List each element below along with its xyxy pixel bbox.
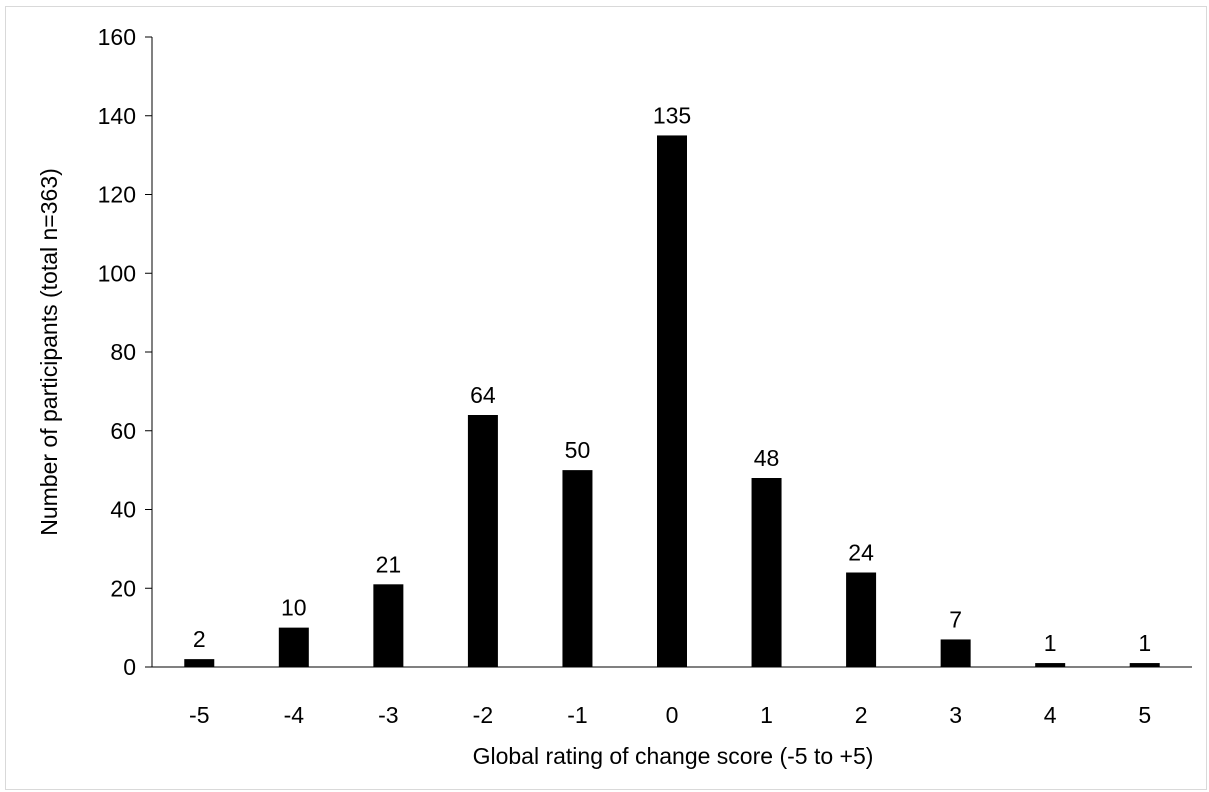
x-tick-label-5: 5: [1138, 702, 1151, 728]
data-label-2: 24: [848, 540, 874, 566]
bar-0: [657, 135, 687, 667]
x-tick-label-1: 1: [760, 702, 773, 728]
bar--3: [373, 584, 404, 667]
data-label--1: 50: [565, 437, 591, 463]
x-tick-label-3: 3: [949, 702, 962, 728]
y-tick-label: 80: [110, 339, 136, 365]
x-axis: -5 -4 -3 -2 -1 0 1 2 3 4 5: [152, 666, 1192, 728]
bar-4: [1035, 663, 1066, 667]
x-tick-label--5: -5: [189, 702, 209, 728]
x-tick-label--3: -3: [378, 702, 398, 728]
data-label--5: 2: [193, 626, 206, 652]
bars: [184, 135, 1160, 667]
data-label--4: 10: [281, 595, 307, 621]
x-tick-label--2: -2: [473, 702, 493, 728]
data-label-3: 7: [949, 606, 962, 632]
data-label-4: 1: [1044, 630, 1057, 656]
data-label-5: 1: [1138, 630, 1151, 656]
data-label-1: 48: [754, 445, 780, 471]
y-tick-label: 60: [110, 418, 136, 444]
y-tick-label: 40: [110, 497, 136, 523]
bar-5: [1129, 663, 1160, 667]
y-tick-label: 100: [98, 260, 136, 286]
y-axis: 0 20 40 60 80 100 120 140 160: [98, 24, 153, 680]
y-tick-label: 0: [123, 654, 136, 680]
y-tick-label: 140: [98, 103, 136, 129]
bar-1: [751, 478, 782, 667]
data-label--2: 64: [470, 382, 496, 408]
y-axis-title: Number of participants (total n=363): [36, 168, 62, 536]
x-tick-label-4: 4: [1044, 702, 1057, 728]
data-labels: 2 10 21 64 50 135 48 24 7 1 1: [193, 102, 1151, 656]
bar-3: [940, 639, 971, 667]
x-tick-label--1: -1: [567, 702, 587, 728]
bar-2: [846, 572, 877, 667]
bar--4: [278, 627, 309, 667]
data-label--3: 21: [376, 551, 402, 577]
data-label-0: 135: [653, 102, 691, 128]
y-tick-label: 120: [98, 182, 136, 208]
x-axis-title: Global rating of change score (-5 to +5): [473, 743, 874, 769]
bar--5: [184, 659, 215, 667]
x-tick-label-0: 0: [666, 702, 679, 728]
y-tick-label: 160: [98, 24, 136, 50]
bar--1: [562, 470, 593, 667]
y-tick-label: 20: [110, 575, 136, 601]
x-tick-label--4: -4: [284, 702, 305, 728]
x-tick-label-2: 2: [855, 702, 868, 728]
bar--2: [467, 415, 498, 667]
